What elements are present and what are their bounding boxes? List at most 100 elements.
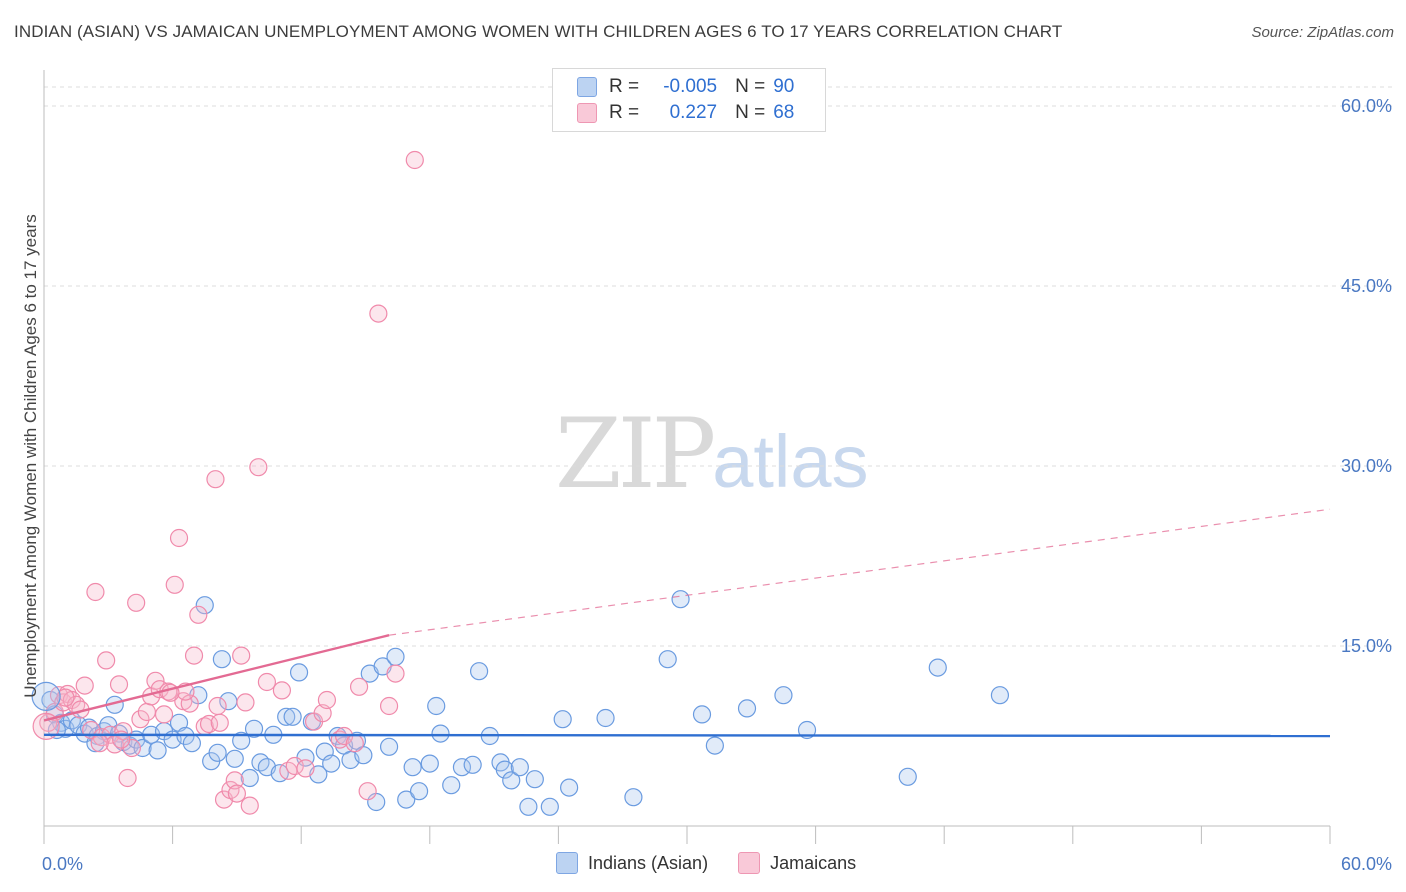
point-indians	[671, 590, 690, 609]
axis-labels: Unemployment Among Women with Children A…	[21, 96, 1392, 874]
point-indians	[452, 758, 472, 777]
series-swatch-jamaicans	[738, 852, 761, 874]
legend-n-label: N =	[735, 102, 766, 123]
point-jamaicans	[345, 734, 364, 753]
trend-line-indians	[43, 733, 1331, 738]
point-indians	[182, 734, 201, 753]
point-indians	[212, 650, 231, 669]
point-indians	[463, 755, 482, 774]
legend-r-value: 0.227	[669, 102, 718, 123]
point-indians	[596, 708, 615, 728]
point-indians	[427, 696, 446, 716]
point-indians	[898, 767, 917, 786]
point-jamaicans	[169, 528, 189, 548]
legend-swatch-jamaicans	[577, 103, 597, 123]
point-jamaicans	[184, 646, 204, 665]
point-jamaicans	[358, 782, 377, 801]
point-indians	[624, 788, 643, 807]
point-jamaicans	[75, 676, 94, 695]
legend-r-label: R =	[609, 102, 640, 123]
point-jamaicans	[165, 575, 184, 594]
series-legend-indians: Indians (Asian)	[556, 852, 708, 874]
series-label-jamaicans: Jamaicans	[770, 852, 857, 873]
point-indians	[322, 754, 341, 773]
point-jamaicans	[210, 713, 229, 732]
point-jamaicans	[240, 796, 259, 815]
legend-n-value: 90	[773, 76, 795, 97]
point-indians	[553, 710, 572, 729]
point-indians	[495, 760, 514, 779]
point-jamaicans	[225, 771, 244, 790]
point-jamaicans	[317, 690, 337, 710]
point-jamaicans	[97, 651, 116, 670]
trend-line-jamaicans	[43, 634, 390, 722]
series-legend: Indians (Asian) Jamaicans	[556, 852, 886, 874]
source-credit: Source: ZipAtlas.com	[1251, 24, 1394, 41]
point-indians	[240, 768, 259, 788]
point-indians	[525, 770, 544, 789]
point-indians	[774, 686, 793, 705]
point-indians	[289, 663, 309, 682]
point-jamaicans	[206, 470, 225, 489]
point-indians	[431, 724, 450, 743]
point-jamaicans	[236, 693, 255, 712]
point-indians	[133, 738, 152, 758]
series-label-indians: Indians (Asian)	[588, 852, 709, 873]
axes	[43, 70, 1331, 844]
chart-title: INDIAN (ASIAN) VS JAMAICAN UNEMPLOYMENT …	[14, 22, 1063, 41]
point-jamaicans	[232, 646, 251, 665]
point-indians	[277, 707, 296, 726]
point-jamaicans	[112, 730, 131, 749]
point-jamaicans	[369, 304, 388, 323]
y-tick-label: 30.0%	[1341, 456, 1392, 476]
point-indians	[409, 782, 429, 801]
y-tick-label: 15.0%	[1341, 636, 1392, 656]
point-jamaicans	[56, 688, 75, 707]
point-jamaicans	[137, 702, 156, 722]
legend-r-value: -0.005	[663, 76, 718, 97]
point-indians	[379, 737, 399, 756]
point-indians	[502, 771, 521, 790]
point-jamaicans	[127, 593, 146, 612]
watermark-zip: ZIP	[555, 398, 716, 510]
legend-row-indians: R = -0.005 N = 90	[577, 75, 794, 99]
point-indians	[510, 758, 529, 777]
point-indians	[403, 758, 422, 777]
point-jamaicans	[118, 768, 137, 788]
x-tick-min: 0.0%	[42, 854, 83, 874]
correlation-legend: R = -0.005 N = 90 R = 0.227 N = 68	[552, 68, 826, 132]
point-indians	[208, 743, 227, 762]
point-indians	[928, 658, 947, 677]
point-jamaicans	[296, 759, 315, 778]
y-tick-label: 60.0%	[1341, 96, 1392, 116]
point-jamaicans	[109, 675, 129, 694]
point-jamaicans	[249, 458, 268, 477]
point-jamaicans	[189, 605, 208, 624]
trend-extension	[388, 508, 1331, 636]
point-indians	[560, 778, 579, 797]
point-jamaicans	[285, 756, 304, 776]
point-indians	[540, 797, 559, 816]
x-tick-max: 60.0%	[1341, 854, 1392, 874]
point-indians	[420, 754, 439, 773]
point-jamaicans	[154, 705, 174, 724]
point-jamaicans	[386, 664, 405, 683]
watermark: ZIPatlas	[555, 398, 869, 510]
grid-lines	[44, 86, 1392, 647]
point-indians	[397, 790, 416, 809]
legend-swatch-indians	[577, 77, 597, 97]
point-jamaicans	[131, 710, 150, 729]
legend-n-label: N =	[735, 76, 766, 97]
point-indians	[244, 719, 264, 738]
point-jamaicans	[208, 696, 227, 716]
legend-row-jamaicans: R = 0.227 N = 68	[577, 101, 794, 125]
point-jamaicans	[90, 734, 109, 753]
point-indians	[469, 662, 489, 681]
point-indians	[232, 731, 251, 750]
point-indians	[705, 736, 724, 755]
point-indians	[148, 741, 167, 760]
point-jamaicans	[32, 712, 60, 741]
point-indians	[195, 596, 214, 615]
trend-lines	[43, 508, 1331, 738]
